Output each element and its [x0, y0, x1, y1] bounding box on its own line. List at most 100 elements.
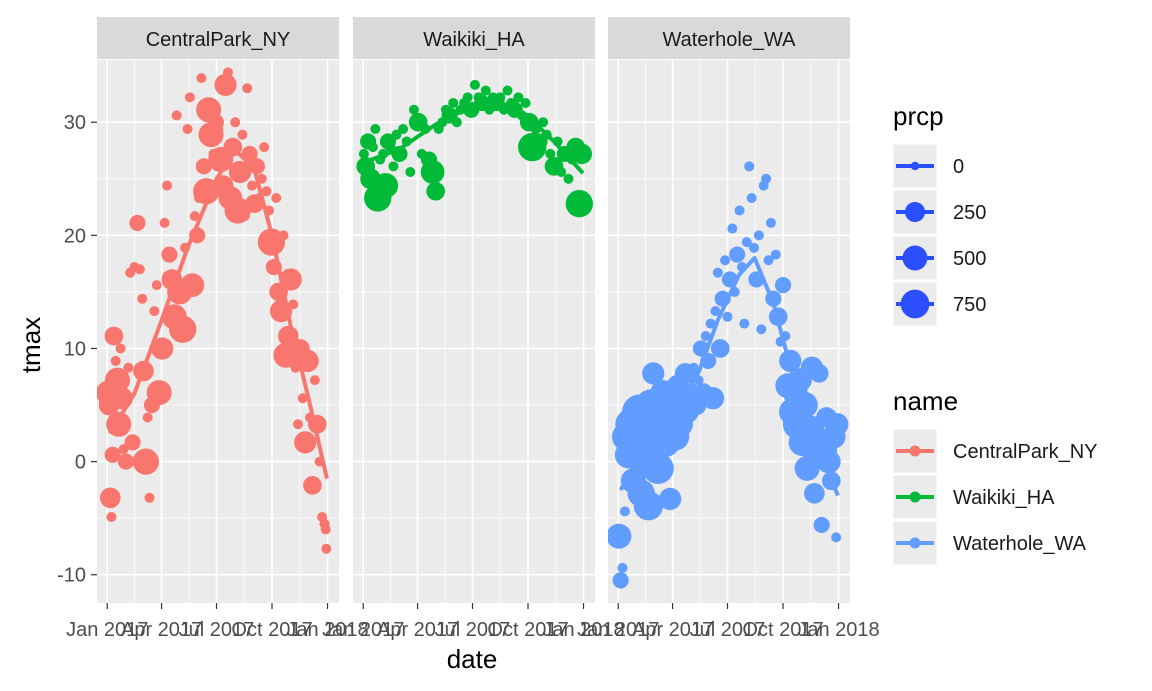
- data-point: [763, 255, 774, 266]
- data-point: [151, 337, 174, 360]
- data-point: [495, 92, 506, 103]
- data-point: [753, 230, 764, 241]
- facet-strip-label: Waterhole_WA: [662, 29, 796, 51]
- legend-prcp-circle: [910, 161, 920, 171]
- data-point: [241, 145, 258, 162]
- data-point: [297, 393, 308, 404]
- data-point: [367, 142, 378, 153]
- data-point: [146, 380, 172, 406]
- data-point: [813, 516, 830, 534]
- data-point: [405, 166, 416, 177]
- data-point: [132, 448, 159, 475]
- data-point: [196, 73, 207, 84]
- data-point: [619, 506, 630, 517]
- legend-name-label: Waikiki_HA: [953, 487, 1055, 509]
- data-point: [115, 343, 126, 354]
- data-point: [710, 306, 721, 317]
- y-tick-label: -10: [57, 565, 86, 587]
- data-point: [749, 242, 760, 253]
- data-point: [633, 491, 664, 521]
- data-point: [391, 145, 408, 162]
- data-point: [642, 362, 665, 385]
- data-point: [831, 532, 842, 543]
- data-point: [700, 352, 717, 369]
- data-point: [451, 117, 462, 128]
- data-point: [408, 104, 419, 115]
- data-point: [401, 136, 412, 147]
- data-point: [659, 487, 682, 511]
- x-tick-label: Oct 2017: [231, 619, 312, 641]
- data-point: [809, 364, 829, 383]
- data-point: [105, 367, 131, 393]
- data-point: [565, 190, 593, 218]
- data-point: [228, 160, 252, 184]
- data-point: [741, 237, 752, 248]
- data-point: [469, 79, 480, 90]
- x-tick-label: Apr 2017: [632, 619, 713, 641]
- data-point: [545, 148, 556, 159]
- data-point: [388, 161, 399, 172]
- data-point: [230, 117, 241, 128]
- data-point: [263, 205, 274, 216]
- data-point: [123, 362, 134, 373]
- data-point: [608, 523, 632, 549]
- data-point: [292, 419, 303, 430]
- data-point: [714, 290, 731, 307]
- data-point: [779, 349, 802, 373]
- x-axis-title: date: [447, 644, 498, 674]
- data-point: [722, 311, 733, 322]
- data-point: [99, 487, 121, 509]
- data-point: [184, 92, 195, 103]
- points-layer: [356, 79, 593, 218]
- x-tick-label: Jul 2017: [690, 619, 766, 641]
- data-point: [710, 339, 730, 358]
- data-point: [321, 543, 332, 554]
- data-point: [144, 492, 155, 503]
- data-point: [161, 246, 178, 263]
- legend-name-title: name: [893, 386, 958, 416]
- data-point: [142, 412, 153, 423]
- data-point: [538, 117, 549, 128]
- legend-prcp-label: 250: [953, 202, 986, 224]
- data-point: [288, 299, 299, 310]
- data-point: [370, 124, 381, 135]
- y-tick-label: 20: [64, 225, 86, 247]
- data-point: [817, 449, 841, 474]
- data-point: [110, 355, 121, 366]
- data-point: [180, 273, 205, 297]
- data-point: [721, 271, 738, 288]
- data-point: [265, 258, 282, 276]
- data-point: [254, 193, 265, 204]
- legend-name-label: CentralPark_NY: [953, 441, 1098, 463]
- data-point: [688, 362, 699, 373]
- panel-background: [608, 60, 850, 603]
- data-point: [391, 129, 402, 140]
- data-point: [729, 286, 740, 297]
- data-point: [129, 214, 146, 231]
- x-tick-label: Jan 2017: [577, 619, 659, 641]
- legend-prcp-title: prcp: [893, 101, 944, 131]
- data-point: [213, 124, 224, 135]
- data-point: [223, 137, 243, 157]
- data-point: [398, 124, 409, 135]
- data-point: [309, 375, 320, 386]
- legend-prcp-label: 0: [953, 156, 964, 178]
- data-point: [162, 180, 173, 191]
- facet-strip-label: Waikiki_HA: [423, 29, 525, 51]
- data-point: [734, 205, 745, 216]
- data-point: [502, 85, 513, 96]
- data-point: [513, 92, 524, 103]
- x-tick-label: Jan 2017: [66, 619, 148, 641]
- data-point: [117, 453, 135, 470]
- data-point: [134, 264, 145, 275]
- data-point: [159, 217, 170, 228]
- legend-prcp-label: 750: [953, 294, 986, 316]
- data-point: [804, 482, 825, 504]
- data-point: [378, 148, 389, 159]
- data-point: [133, 360, 154, 382]
- legend-name-circle: [909, 491, 921, 503]
- x-tick-label: Jan 2017: [322, 619, 404, 641]
